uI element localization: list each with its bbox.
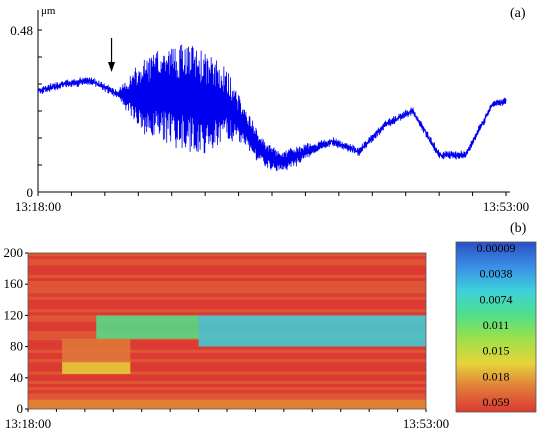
panel-a: μm 0.48 0 13:18:00 13:53:00 (a) xyxy=(10,5,529,214)
y-tick-label: 160 xyxy=(4,276,24,291)
panel-a-y-axis-label: μm xyxy=(41,5,56,17)
heatmap-row xyxy=(28,274,426,278)
heatmap-row xyxy=(28,371,426,375)
heatmap-row xyxy=(28,396,426,400)
heatmap-region xyxy=(62,362,131,374)
panel-b: 0 40 80 120 160 200 13:18:00 13:53:00 (b) 0.0… xyxy=(4,221,537,431)
y-tick-label: 80 xyxy=(10,339,23,354)
colorbar xyxy=(455,241,537,413)
colorbar-label: 0.015 xyxy=(483,344,510,358)
y-tick-label: 200 xyxy=(4,245,24,260)
panel-a-y-tick-label-top: 0.48 xyxy=(10,23,33,38)
heatmap-row xyxy=(28,402,426,406)
panel-a-y-ticks xyxy=(38,29,42,193)
panel-b-x-tick-label-end: 13:53:00 xyxy=(403,416,449,431)
colorbar-label: 0.011 xyxy=(483,318,510,332)
colorbar-label: 0.0074 xyxy=(480,292,513,306)
colorbar-label: 0.0038 xyxy=(480,267,513,281)
heatmap-region xyxy=(198,315,426,347)
heatmap-row xyxy=(28,290,426,294)
heatmap-row xyxy=(28,387,426,391)
displacement-series-line xyxy=(37,44,507,171)
heatmap-region xyxy=(62,338,131,363)
heatmap-row xyxy=(28,287,426,291)
heatmap-row xyxy=(28,380,426,385)
heatmap-row xyxy=(28,359,426,363)
heatmap-row xyxy=(28,296,426,300)
y-tick-label: 40 xyxy=(10,370,23,385)
y-tick-label: 0 xyxy=(17,401,24,416)
arrow-head xyxy=(108,62,116,72)
heatmap-row xyxy=(28,405,426,409)
panel-b-y-ticks: 0 40 80 120 160 200 xyxy=(4,245,28,416)
heatmap-row xyxy=(28,253,426,257)
heatmap-region xyxy=(96,315,199,339)
heatmap-row xyxy=(28,393,426,397)
colorbar-labels: 0.00009 0.0038 0.0074 0.011 0.015 0.018 0.059 xyxy=(477,241,516,409)
heatmap-row xyxy=(28,281,426,285)
panel-a-x-ticks xyxy=(37,192,507,196)
heatmap-row xyxy=(28,262,426,266)
panel-a-x-tick-label-end: 13:53:00 xyxy=(483,199,529,214)
panel-b-x-ticks xyxy=(27,409,427,412)
colorbar-label: 0.059 xyxy=(483,395,510,409)
panel-a-y-tick-label-bottom: 0 xyxy=(27,185,34,200)
heatmap-row xyxy=(28,349,426,353)
spectrogram-heatmap xyxy=(28,253,426,409)
heatmap-row xyxy=(28,284,426,288)
y-tick-label: 120 xyxy=(4,307,24,322)
panel-b-x-tick-label-start: 13:18:00 xyxy=(5,416,51,431)
panel-a-x-tick-label-start: 13:18:00 xyxy=(15,199,61,214)
heatmap-row xyxy=(28,259,426,263)
colorbar-label: 0.018 xyxy=(483,369,510,383)
panel-b-label: (b) xyxy=(510,221,527,236)
colorbar-label: 0.00009 xyxy=(477,241,516,255)
down-arrow-icon xyxy=(108,38,116,72)
panel-a-label: (a) xyxy=(510,6,526,21)
heatmap-row xyxy=(28,309,426,313)
heatmap-row xyxy=(28,399,426,403)
